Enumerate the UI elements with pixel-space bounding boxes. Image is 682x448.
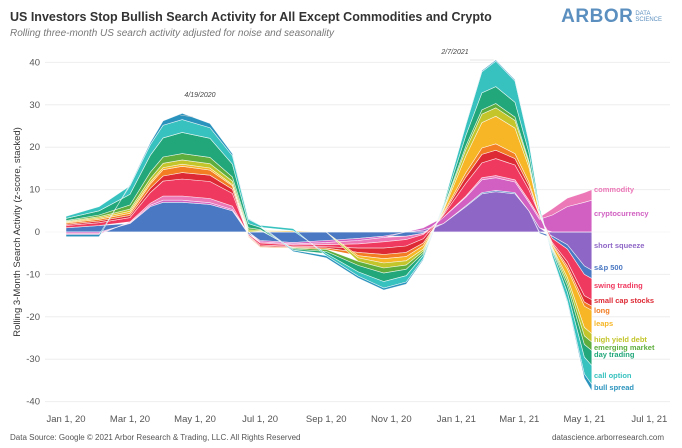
x-tick-label: May 1, 20 bbox=[174, 414, 216, 425]
series-label: long bbox=[594, 306, 610, 315]
x-tick-label: Jan 1, 21 bbox=[437, 414, 476, 425]
series-label: short squeeze bbox=[594, 241, 644, 250]
x-tick-label: Mar 1, 21 bbox=[499, 414, 539, 425]
x-tick-label: Sep 1, 20 bbox=[306, 414, 347, 425]
chart-subtitle: Rolling three-month US search activity a… bbox=[10, 28, 335, 39]
annotation-label: 4/19/2020 bbox=[184, 92, 215, 99]
y-tick-label: 20 bbox=[29, 142, 40, 153]
y-axis-label: Rolling 3-Month Search Activity (z-score… bbox=[12, 127, 23, 337]
annotation-label: 2/7/2021 bbox=[440, 49, 468, 56]
x-tick-label: Nov 1, 20 bbox=[371, 414, 412, 425]
y-tick-label: 0 bbox=[35, 227, 40, 238]
x-tick-label: May 1, 21 bbox=[563, 414, 605, 425]
logo-sub-2: SCIENCE bbox=[635, 17, 662, 23]
series-label: leaps bbox=[594, 319, 613, 328]
x-tick-label: Jan 1, 20 bbox=[46, 414, 85, 425]
series-label: day trading bbox=[594, 350, 635, 359]
series-label: bull spread bbox=[594, 383, 634, 392]
series-label: commodity bbox=[594, 185, 635, 194]
y-tick-label: 30 bbox=[29, 100, 40, 111]
logo-sub-1: DATA bbox=[635, 11, 651, 17]
area-long bbox=[65, 143, 593, 311]
series-label: call option bbox=[594, 371, 632, 380]
x-tick-label: Jul 1, 20 bbox=[242, 414, 278, 425]
series-label: s&p 500 bbox=[594, 263, 623, 272]
series-label: small cap stocks bbox=[594, 296, 654, 305]
logo-text: ARBOR bbox=[561, 6, 634, 27]
series-label: cryptocurrency bbox=[594, 209, 649, 218]
series-label: emerging market bbox=[594, 343, 655, 352]
y-tick-label: 10 bbox=[29, 185, 40, 196]
y-tick-label: -20 bbox=[26, 312, 40, 323]
y-tick-label: -30 bbox=[26, 354, 40, 365]
x-tick-label: Jul 1, 21 bbox=[631, 414, 667, 425]
y-tick-label: -10 bbox=[26, 269, 40, 280]
website: datascience.arborresearch.com bbox=[551, 433, 664, 442]
series-label: swing trading bbox=[594, 281, 643, 290]
data-source: Data Source: Google © 2021 Arbor Researc… bbox=[10, 433, 301, 442]
area-bull-spread bbox=[65, 59, 593, 393]
annotation-leader bbox=[180, 114, 194, 118]
y-tick-label: 40 bbox=[29, 57, 40, 68]
x-tick-label: Mar 1, 20 bbox=[110, 414, 150, 425]
series-label: high yield debt bbox=[594, 335, 647, 344]
y-tick-label: -40 bbox=[26, 397, 40, 408]
arbor-logo: ARBOR DATA SCIENCE bbox=[561, 6, 662, 28]
chart-title: US Investors Stop Bullish Search Activit… bbox=[10, 10, 492, 24]
